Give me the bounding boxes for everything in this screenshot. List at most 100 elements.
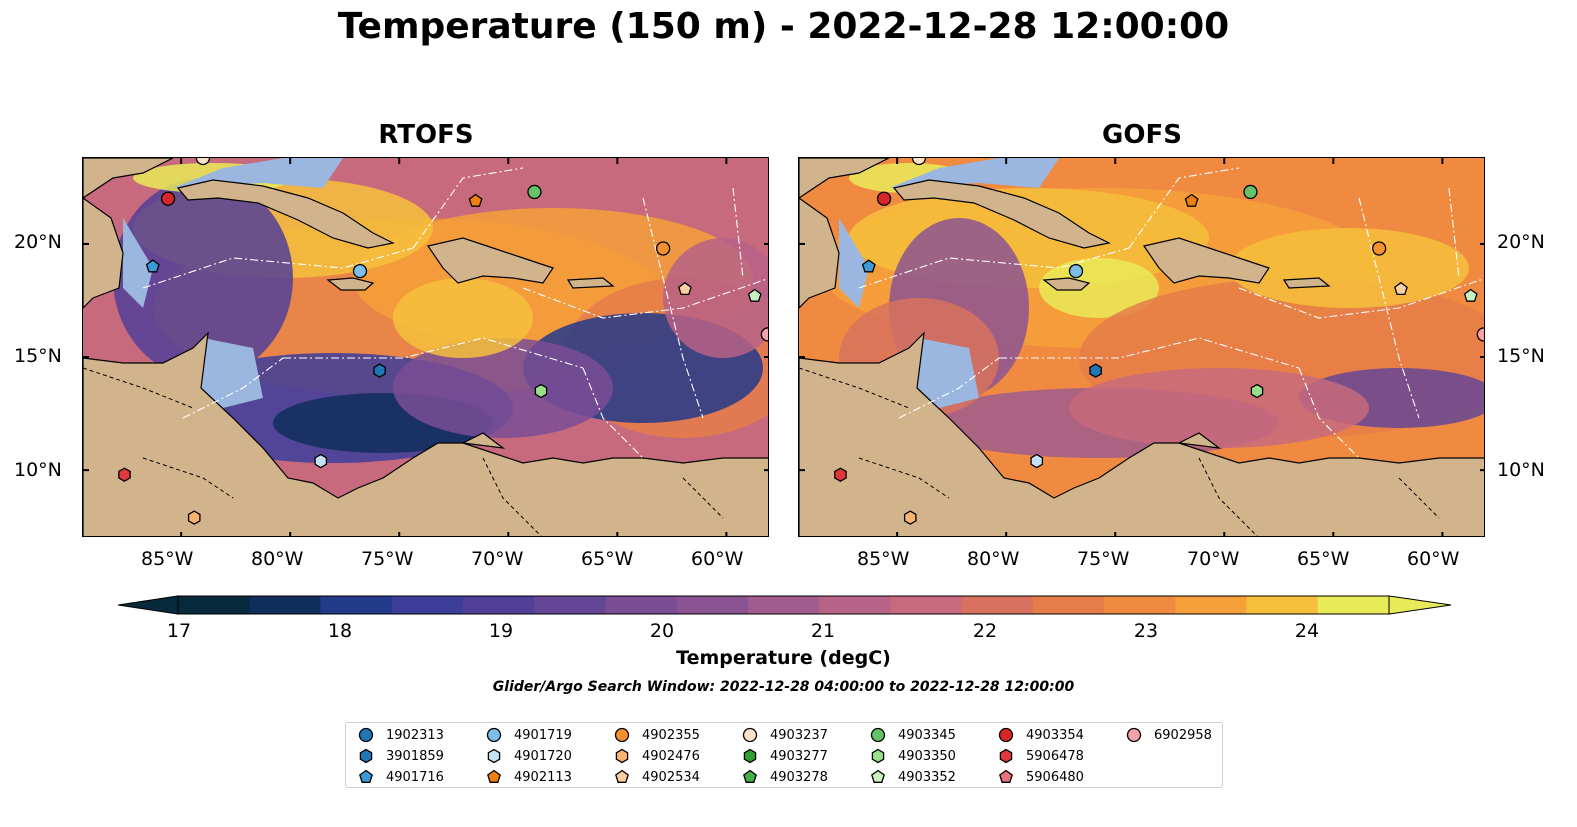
legend-marker[interactable] — [743, 748, 757, 764]
legend-marker[interactable] — [999, 769, 1013, 783]
float-marker-4901720[interactable] — [1030, 453, 1044, 469]
land-island — [1282, 277, 1331, 289]
legend-marker[interactable] — [999, 748, 1013, 764]
float-marker-4903345[interactable] — [1243, 184, 1258, 200]
legend-label: 4902355 — [642, 727, 700, 743]
lon-label: 70°W — [1187, 548, 1240, 570]
legend-item: 5906478 — [998, 748, 1084, 764]
temperature-field — [819, 163, 1484, 458]
colorbar-extend-low — [118, 595, 179, 615]
colorbar-tick: 19 — [488, 620, 514, 642]
legend-marker[interactable] — [487, 748, 501, 764]
float-marker-4902355[interactable] — [1371, 241, 1387, 256]
float-legend: 1902313 3901859 4901716 4901719 4901720 49021… — [345, 722, 1223, 788]
colorbar-segment — [1175, 596, 1248, 614]
axis-ticks — [83, 158, 768, 536]
float-marker-6902958[interactable] — [1476, 327, 1485, 342]
legend-marker[interactable] — [486, 727, 502, 743]
legend-marker-hexagon — [743, 748, 757, 764]
float-marker-4902476[interactable] — [903, 510, 917, 525]
legend-label: 1902313 — [386, 727, 444, 743]
legend-marker[interactable] — [871, 748, 885, 764]
float-marker-4903352[interactable] — [1463, 288, 1478, 302]
legend-marker[interactable] — [870, 727, 886, 743]
float-marker-4903350[interactable] — [534, 383, 548, 399]
legend-marker[interactable] — [615, 748, 629, 764]
legend-item: 4903237 — [742, 727, 828, 743]
float-marker-4902355[interactable] — [655, 241, 671, 256]
lon-label: 70°W — [471, 548, 524, 570]
legend-marker[interactable] — [615, 769, 629, 783]
colorbar-segment — [320, 596, 393, 614]
legend-item: 4901719 — [486, 727, 572, 743]
legend-label: 4901716 — [386, 769, 444, 785]
lon-label: 80°W — [251, 548, 304, 570]
float-marker-4901716[interactable] — [861, 259, 876, 273]
land-island — [427, 237, 554, 284]
legend-marker[interactable] — [742, 727, 758, 743]
float-marker-4903237[interactable] — [911, 158, 927, 166]
legend-marker[interactable] — [358, 727, 374, 743]
legend-marker[interactable] — [359, 769, 373, 783]
colorbar-segment — [1104, 596, 1176, 614]
legend-marker-pentagon — [487, 769, 501, 783]
float-marker-4903345[interactable] — [527, 184, 542, 200]
float-marker-4903354[interactable] — [160, 191, 176, 206]
float-marker-6902958[interactable] — [760, 327, 769, 342]
colorbar-segment — [747, 596, 820, 614]
lat-label-left: 10°N — [14, 459, 62, 481]
legend-label: 4902476 — [642, 748, 700, 764]
float-marker-5906478[interactable] — [118, 467, 131, 482]
legend-label: 4901720 — [514, 748, 572, 764]
legend-label: 4901719 — [514, 727, 572, 743]
legend-marker[interactable] — [487, 769, 501, 783]
land-mainland — [83, 197, 768, 536]
float-marker-4902534[interactable] — [678, 281, 692, 296]
eez-boundaries — [142, 167, 768, 459]
land-island — [176, 179, 395, 249]
float-marker-3901859[interactable] — [1089, 363, 1102, 378]
legend-marker-hexagon — [359, 748, 373, 764]
legend-item: 1902313 — [358, 727, 444, 743]
eez-boundaries — [858, 167, 1484, 459]
float-marker-4902113[interactable] — [468, 193, 483, 207]
legend-marker[interactable] — [743, 769, 757, 783]
float-marker-3901859[interactable] — [373, 363, 386, 378]
lat-label-right: 20°N — [1497, 231, 1545, 253]
gofs-map[interactable] — [798, 157, 1485, 537]
legend-label: 6902958 — [1154, 727, 1212, 743]
float-marker-4902534[interactable] — [1394, 281, 1408, 296]
land-island — [892, 179, 1111, 249]
legend-marker[interactable] — [614, 727, 630, 743]
float-marker-4901719[interactable] — [352, 263, 368, 279]
float-marker-4903352[interactable] — [747, 288, 762, 302]
legend-marker[interactable] — [359, 748, 373, 764]
float-marker-5906478[interactable] — [834, 467, 847, 482]
legend-marker-circle — [358, 727, 374, 743]
legend-label: 4903345 — [898, 727, 956, 743]
float-marker-4901716[interactable] — [145, 259, 160, 273]
gofs-map-canvas — [799, 158, 1485, 536]
legend-label: 4903352 — [898, 769, 956, 785]
shallow-shelf — [839, 218, 869, 308]
rtofs-map[interactable] — [82, 157, 769, 537]
float-marker-4903354[interactable] — [876, 191, 892, 206]
land-island — [1176, 432, 1222, 449]
float-marker-4903350[interactable] — [1250, 383, 1264, 399]
colorbar-tick: 21 — [810, 620, 836, 642]
legend-marker-hexagon — [615, 748, 629, 764]
colorbar-segment — [890, 596, 963, 614]
legend-marker[interactable] — [871, 769, 885, 783]
float-marker-4902113[interactable] — [1184, 193, 1199, 207]
legend-marker-pentagon — [743, 769, 757, 783]
shallow-shelf — [201, 338, 263, 408]
float-marker-4901719[interactable] — [1068, 263, 1084, 279]
legend-marker-pentagon — [615, 769, 629, 783]
lon-label: 60°W — [691, 548, 744, 570]
float-marker-4902476[interactable] — [187, 510, 201, 525]
legend-marker-pentagon — [359, 769, 373, 783]
legend-marker[interactable] — [1126, 727, 1142, 743]
legend-marker[interactable] — [998, 727, 1014, 743]
float-marker-4901720[interactable] — [314, 453, 328, 469]
float-marker-4903237[interactable] — [195, 158, 211, 166]
